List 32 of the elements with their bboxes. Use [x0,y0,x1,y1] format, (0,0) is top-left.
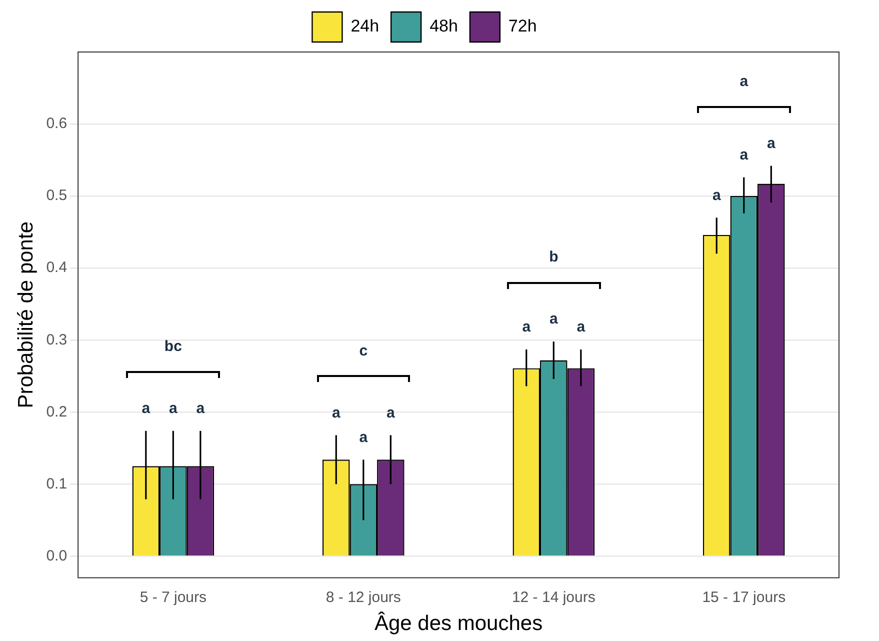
annotation: a [576,318,586,336]
y-tick-label: 0.4 [46,259,68,276]
annotation: a [169,400,178,418]
x-tick-label: 8 - 12 jours [326,588,401,606]
legend-label: 24h [350,16,380,36]
y-tick-label: 0.1 [46,475,68,492]
annotation: a [196,400,206,418]
annotation: a [359,428,368,446]
y-tick-label: 0.2 [46,403,68,420]
annotation: a [386,404,396,422]
annotation: c [359,342,368,360]
annotation: b [549,248,558,266]
y-tick-label: 0.0 [46,547,68,564]
y-tick-label: 0.5 [46,187,68,204]
x-tick-label: 5 - 7 jours [140,588,207,606]
annotation: a [522,318,532,336]
y-tick-label: 0.3 [46,331,68,348]
x-tick-label: 12 - 14 jours [512,588,596,606]
annotation: a [740,146,749,164]
annotation: a [712,186,722,204]
annotation: a [549,310,558,328]
legend-label: 48h [430,16,458,36]
annotation: a [740,72,749,90]
y-axis-title: Probabilité de ponte [14,221,38,408]
x-tick-label: 15 - 17 jours [702,588,786,606]
x-axis-title: Âge des mouches [374,611,543,636]
y-tick-label: 0.6 [46,115,68,132]
annotation: a [332,404,341,422]
annotation: a [142,400,151,418]
legend-label: 72h [508,16,537,36]
annotation: bc [164,338,182,356]
annotation: a [766,134,776,152]
